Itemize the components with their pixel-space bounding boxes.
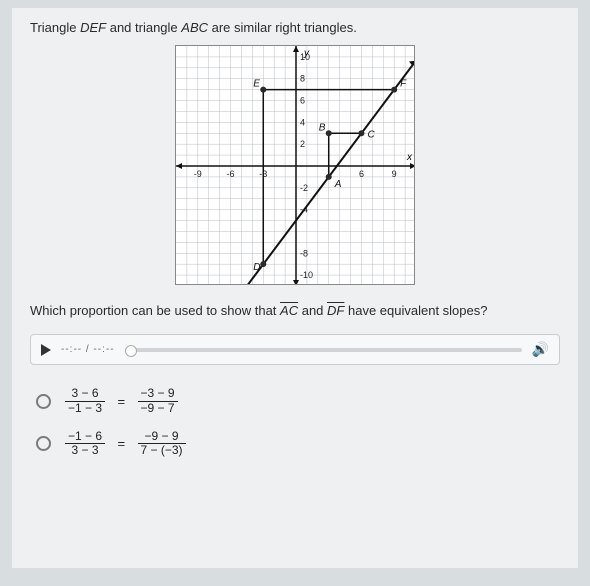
frac-den: −1 − 3 bbox=[65, 402, 105, 416]
frac-num: −3 − 9 bbox=[138, 387, 178, 402]
prompt-post: are similar right triangles. bbox=[208, 20, 357, 35]
audio-player: --:-- / --:-- 🔊 bbox=[30, 334, 560, 365]
svg-text:8: 8 bbox=[300, 74, 305, 84]
segment-df: DF bbox=[327, 303, 344, 318]
svg-text:B: B bbox=[319, 122, 326, 133]
equals-sign: = bbox=[117, 394, 125, 409]
prompt-tri1: DEF bbox=[80, 20, 106, 35]
play-button[interactable] bbox=[41, 344, 51, 356]
prompt-text: Triangle DEF and triangle ABC are simila… bbox=[30, 20, 560, 35]
svg-text:-8: -8 bbox=[300, 248, 308, 258]
frac-den: 3 − 3 bbox=[65, 444, 105, 458]
answer-option: −1 − 63 − 3 = −9 − 97 − (−3) bbox=[36, 430, 560, 459]
graph-container: -9-6-369108642-2-4-8-10xyABCDEF bbox=[30, 45, 560, 285]
svg-text:-10: -10 bbox=[300, 270, 313, 280]
svg-text:-6: -6 bbox=[227, 169, 235, 179]
frac-num: −9 − 9 bbox=[138, 430, 186, 445]
question-post: have equivalent slopes? bbox=[344, 303, 487, 318]
frac-num: 3 − 6 bbox=[65, 387, 105, 402]
question-pre: Which proportion can be used to show tha… bbox=[30, 303, 280, 318]
svg-text:9: 9 bbox=[392, 169, 397, 179]
prompt-tri2: ABC bbox=[181, 20, 208, 35]
radio-button[interactable] bbox=[36, 436, 51, 451]
svg-text:x: x bbox=[406, 152, 413, 163]
prompt-pre: Triangle bbox=[30, 20, 80, 35]
frac-den: 7 − (−3) bbox=[138, 444, 186, 458]
answer-option: 3 − 6−1 − 3 = −3 − 9−9 − 7 bbox=[36, 387, 560, 416]
svg-text:2: 2 bbox=[300, 139, 305, 149]
audio-time: --:-- / --:-- bbox=[61, 344, 115, 355]
answer-math: −1 − 63 − 3 = −9 − 97 − (−3) bbox=[65, 430, 186, 459]
svg-text:4: 4 bbox=[300, 117, 305, 127]
svg-text:E: E bbox=[253, 79, 260, 90]
question-mid: and bbox=[298, 303, 327, 318]
svg-text:D: D bbox=[253, 262, 260, 273]
svg-text:-2: -2 bbox=[300, 183, 308, 193]
prompt-mid: and triangle bbox=[106, 20, 181, 35]
worksheet-page: Triangle DEF and triangle ABC are simila… bbox=[12, 8, 578, 568]
svg-text:F: F bbox=[400, 79, 407, 90]
svg-text:A: A bbox=[334, 179, 342, 190]
speaker-icon[interactable]: 🔊 bbox=[532, 341, 549, 358]
svg-text:-9: -9 bbox=[194, 169, 202, 179]
frac-num: −1 − 6 bbox=[65, 430, 105, 445]
radio-button[interactable] bbox=[36, 394, 51, 409]
svg-text:y: y bbox=[303, 48, 310, 59]
audio-track[interactable] bbox=[125, 348, 522, 352]
frac-den: −9 − 7 bbox=[138, 402, 178, 416]
svg-text:6: 6 bbox=[359, 169, 364, 179]
svg-text:C: C bbox=[367, 129, 375, 140]
answer-list: 3 − 6−1 − 3 = −3 − 9−9 − 7 −1 − 63 − 3 =… bbox=[36, 387, 560, 458]
answer-math: 3 − 6−1 − 3 = −3 − 9−9 − 7 bbox=[65, 387, 178, 416]
coordinate-graph: -9-6-369108642-2-4-8-10xyABCDEF bbox=[175, 45, 415, 285]
segment-ac: AC bbox=[280, 303, 298, 318]
question-text: Which proportion can be used to show tha… bbox=[30, 303, 560, 318]
equals-sign: = bbox=[117, 436, 125, 451]
svg-text:6: 6 bbox=[300, 96, 305, 106]
